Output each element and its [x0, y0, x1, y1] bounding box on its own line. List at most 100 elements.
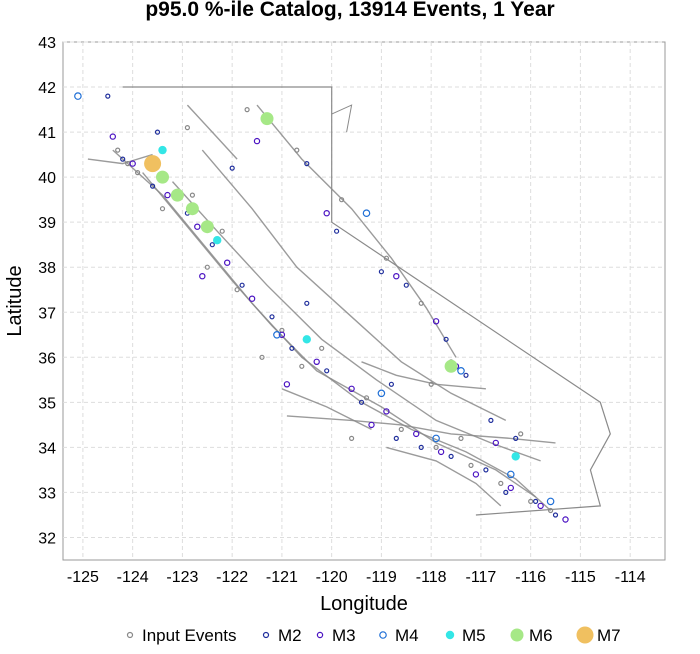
m2-event-point	[463, 372, 469, 378]
m2-event-point	[532, 498, 539, 504]
m2-event-point	[229, 165, 235, 171]
m3-event-point	[492, 439, 499, 447]
y-tick-label: 33	[38, 485, 56, 502]
fault-line	[386, 446, 502, 507]
input-event-point	[244, 106, 250, 113]
y-tick-label: 32	[38, 530, 56, 547]
x-tick-label: -121	[266, 569, 298, 586]
m3-event-point	[109, 133, 117, 140]
x-tick-label: -125	[67, 569, 99, 586]
input-event-point	[234, 287, 240, 293]
m2-event-point	[324, 368, 330, 374]
fault-line	[286, 415, 556, 444]
m4-event-point	[74, 92, 82, 100]
legend-swatch-m7	[576, 626, 594, 644]
y-tick-label: 43	[38, 35, 56, 52]
m5-event-point	[213, 236, 222, 245]
m7-event-point	[144, 155, 162, 173]
fault-line	[171, 181, 541, 462]
input-event-point	[259, 354, 265, 360]
input-event-point	[294, 147, 300, 153]
m2-event-point	[513, 435, 519, 441]
m4-event-point	[457, 366, 465, 375]
input-event-point	[299, 363, 305, 369]
y-tick-label: 36	[38, 350, 56, 367]
legend-swatch-m6	[510, 628, 524, 642]
input-event-point	[528, 498, 534, 504]
m3-event-point	[432, 318, 440, 325]
chart-title: p95.0 %-ile Catalog, 13914 Events, 1 Yea…	[145, 0, 554, 21]
legend-label-input: Input Events	[142, 626, 237, 645]
m4-event-point	[506, 470, 515, 479]
plot-area	[62, 41, 666, 561]
m3-event-point	[437, 448, 445, 456]
event-points	[74, 92, 569, 523]
x-tick-labels: -125 -124 -123 -122 -121 -120 -119 -118 -117 -116…	[67, 569, 646, 586]
m2-event-point	[120, 156, 126, 162]
m3-event-point	[537, 502, 544, 510]
m3-event-point	[348, 385, 355, 392]
m2-event-point	[552, 512, 559, 518]
input-event-point	[184, 124, 190, 131]
m6-event-point	[170, 188, 184, 202]
input-event-point	[159, 206, 166, 212]
m2-event-point	[304, 161, 310, 167]
y-tick-label: 39	[38, 215, 56, 232]
legend-swatch-m5	[445, 630, 455, 640]
m3-event-point	[278, 331, 286, 338]
x-tick-label: -124	[117, 569, 149, 586]
x-tick-label: -123	[166, 569, 198, 586]
m2-event-point	[334, 228, 340, 234]
state-border-segment	[331, 104, 353, 133]
m6-event-point	[444, 359, 458, 373]
input-event-point	[319, 345, 325, 351]
legend-swatch-m4	[379, 631, 387, 639]
x-tick-label: -117	[465, 569, 496, 586]
input-event-point	[383, 255, 389, 261]
input-event-point	[349, 435, 355, 441]
m2-event-point	[269, 314, 275, 320]
m5-event-point	[511, 452, 520, 461]
m2-event-point	[154, 129, 161, 135]
input-event-point	[418, 300, 424, 306]
legend-label-m2: M2	[278, 626, 302, 645]
m2-event-point	[209, 242, 215, 248]
legend: Input Events M2 M3 M4 M5 M6 M7	[126, 626, 621, 645]
y-tick-labels: 32 33 34 35 36 37 38 39 40 41 42 43	[38, 35, 56, 547]
m3-event-point	[368, 421, 375, 429]
fault-line	[142, 172, 536, 498]
legend-label-m7: M7	[597, 626, 621, 645]
m3-event-point	[223, 259, 231, 266]
input-event-point	[363, 395, 370, 401]
fault-line	[361, 361, 486, 390]
m3-event-point	[323, 209, 330, 217]
y-tick-label: 34	[38, 440, 56, 457]
m2-event-point	[448, 453, 454, 459]
m2-event-point	[443, 336, 449, 342]
y-tick-label: 41	[38, 125, 56, 142]
input-event-point	[458, 435, 464, 441]
legend-swatch-m3	[316, 631, 324, 639]
legend-label-m5: M5	[462, 626, 486, 645]
m2-event-point	[403, 282, 409, 288]
legend-label-m3: M3	[332, 626, 356, 645]
legend-swatch-input	[126, 631, 134, 639]
m2-event-point	[105, 93, 111, 99]
m6-event-point	[156, 170, 169, 184]
input-event-point	[547, 507, 554, 514]
m2-event-point	[388, 381, 394, 387]
x-tick-label: -115	[565, 569, 596, 586]
m2-event-point	[393, 435, 399, 441]
m2-event-point	[239, 282, 245, 288]
x-tick-label: -122	[216, 569, 248, 586]
m3-event-point	[164, 191, 171, 199]
m2-event-point	[488, 417, 494, 423]
fault-line	[281, 388, 372, 431]
legend-label-m6: M6	[529, 626, 553, 645]
m6-event-point	[200, 220, 214, 234]
m3-event-point	[472, 471, 480, 478]
input-event-point	[115, 147, 121, 153]
m5-event-point	[158, 145, 167, 155]
y-tick-label: 42	[38, 80, 56, 97]
